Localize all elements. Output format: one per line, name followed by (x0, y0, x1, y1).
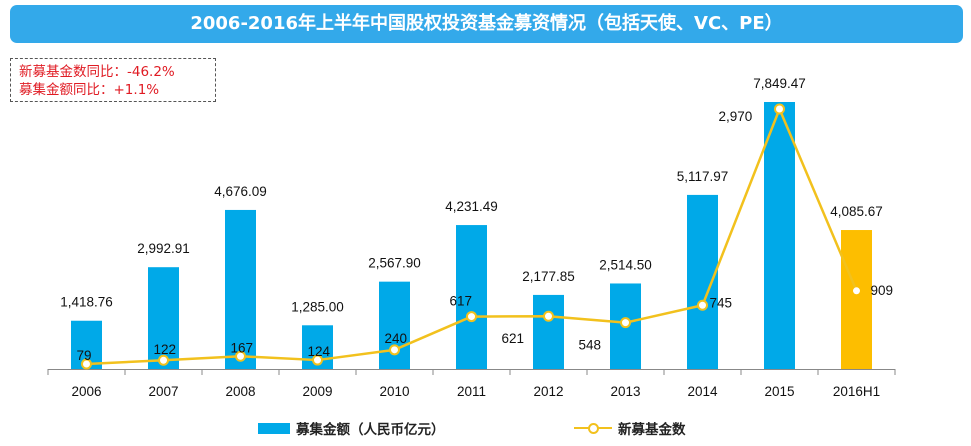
yoy-note-box: 新募基金数同比：-46.2% 募集金额同比：+1.1% (10, 58, 216, 102)
line-point-2010 (389, 344, 400, 356)
line-value-label-2009: 124 (308, 344, 331, 359)
bar-2008 (225, 209, 256, 369)
line-value-label-2008: 167 (231, 340, 254, 355)
bar-value-label-2014: 5,117.97 (677, 169, 729, 184)
bar-2015 (764, 102, 795, 369)
line-point-2012 (543, 310, 554, 322)
line-point-2008 (235, 350, 246, 362)
legend-label-amount: 募集金额（人民币亿元） (296, 422, 445, 438)
bar-value-label-2009: 1,285.00 (291, 299, 344, 314)
x-tick-label-2007: 2007 (148, 384, 178, 399)
line-point-2013 (620, 317, 631, 329)
bar-value-label-2015: 7,849.47 (753, 76, 806, 91)
bar-value-label-2013: 2,514.50 (599, 257, 652, 272)
line-value-label-2015: 2,970 (719, 109, 753, 124)
line-point-2015 (774, 103, 785, 115)
legend-label-count: 新募基金数 (618, 422, 686, 438)
line-point-2016H1 (853, 287, 860, 295)
chart-title: 2006-2016年上半年中国股权投资基金募资情况（包括天使、VC、PE） (10, 5, 963, 43)
line-value-label-2014: 745 (710, 295, 733, 310)
line-point-2006 (81, 358, 92, 370)
line-value-label-2012: 621 (502, 331, 525, 346)
x-tick-label-2006: 2006 (71, 384, 101, 399)
line-value-label-2016H1: 909 (871, 283, 894, 298)
legend-item-count: 新募基金数 (574, 418, 686, 438)
yoy-funds-note: 新募基金数同比：-46.2% (19, 64, 175, 80)
bar-2012 (533, 294, 564, 369)
legend-line-swatch (574, 422, 612, 434)
bar-value-label-2016H1: 4,085.67 (830, 204, 883, 219)
line-value-label-2010: 240 (385, 331, 408, 346)
x-tick-label-2013: 2013 (610, 384, 640, 399)
bar-value-label-2012: 2,177.85 (522, 269, 575, 284)
bar-value-label-2011: 4,231.49 (445, 199, 498, 214)
line-point-2014 (697, 299, 708, 311)
bar-value-label-2008: 4,676.09 (214, 184, 267, 199)
bar-2016H1 (841, 230, 872, 369)
bar-2007 (148, 267, 179, 369)
bar-2014 (687, 194, 718, 369)
x-tick-label-2009: 2009 (302, 384, 332, 399)
bar-value-label-2006: 1,418.76 (60, 295, 113, 310)
x-tick-label-2008: 2008 (225, 384, 255, 399)
line-point-2009 (312, 354, 323, 366)
legend-bar-swatch (258, 422, 290, 434)
line-point-2011 (466, 311, 477, 323)
x-tick-label-2015: 2015 (764, 384, 794, 399)
bar-2011 (456, 225, 487, 369)
line-point-2007 (158, 354, 169, 366)
legend-item-amount: 募集金额（人民币亿元） (258, 418, 445, 438)
yoy-amount-note: 募集金额同比：+1.1% (19, 82, 160, 98)
bar-value-label-2010: 2,567.90 (368, 256, 421, 271)
x-tick-label-2012: 2012 (533, 384, 563, 399)
bar-value-label-2007: 2,992.91 (137, 241, 190, 256)
bar-2010 (379, 281, 410, 369)
line-value-label-2006: 79 (77, 348, 92, 363)
line-value-label-2011: 617 (450, 294, 473, 309)
x-tick-label-2010: 2010 (379, 384, 409, 399)
x-tick-label-2011: 2011 (457, 384, 486, 399)
line-value-label-2007: 122 (154, 342, 177, 357)
line-value-label-2013: 548 (579, 338, 602, 353)
x-tick-label-2016H1: 2016H1 (833, 384, 880, 399)
x-tick-label-2014: 2014 (687, 384, 718, 399)
